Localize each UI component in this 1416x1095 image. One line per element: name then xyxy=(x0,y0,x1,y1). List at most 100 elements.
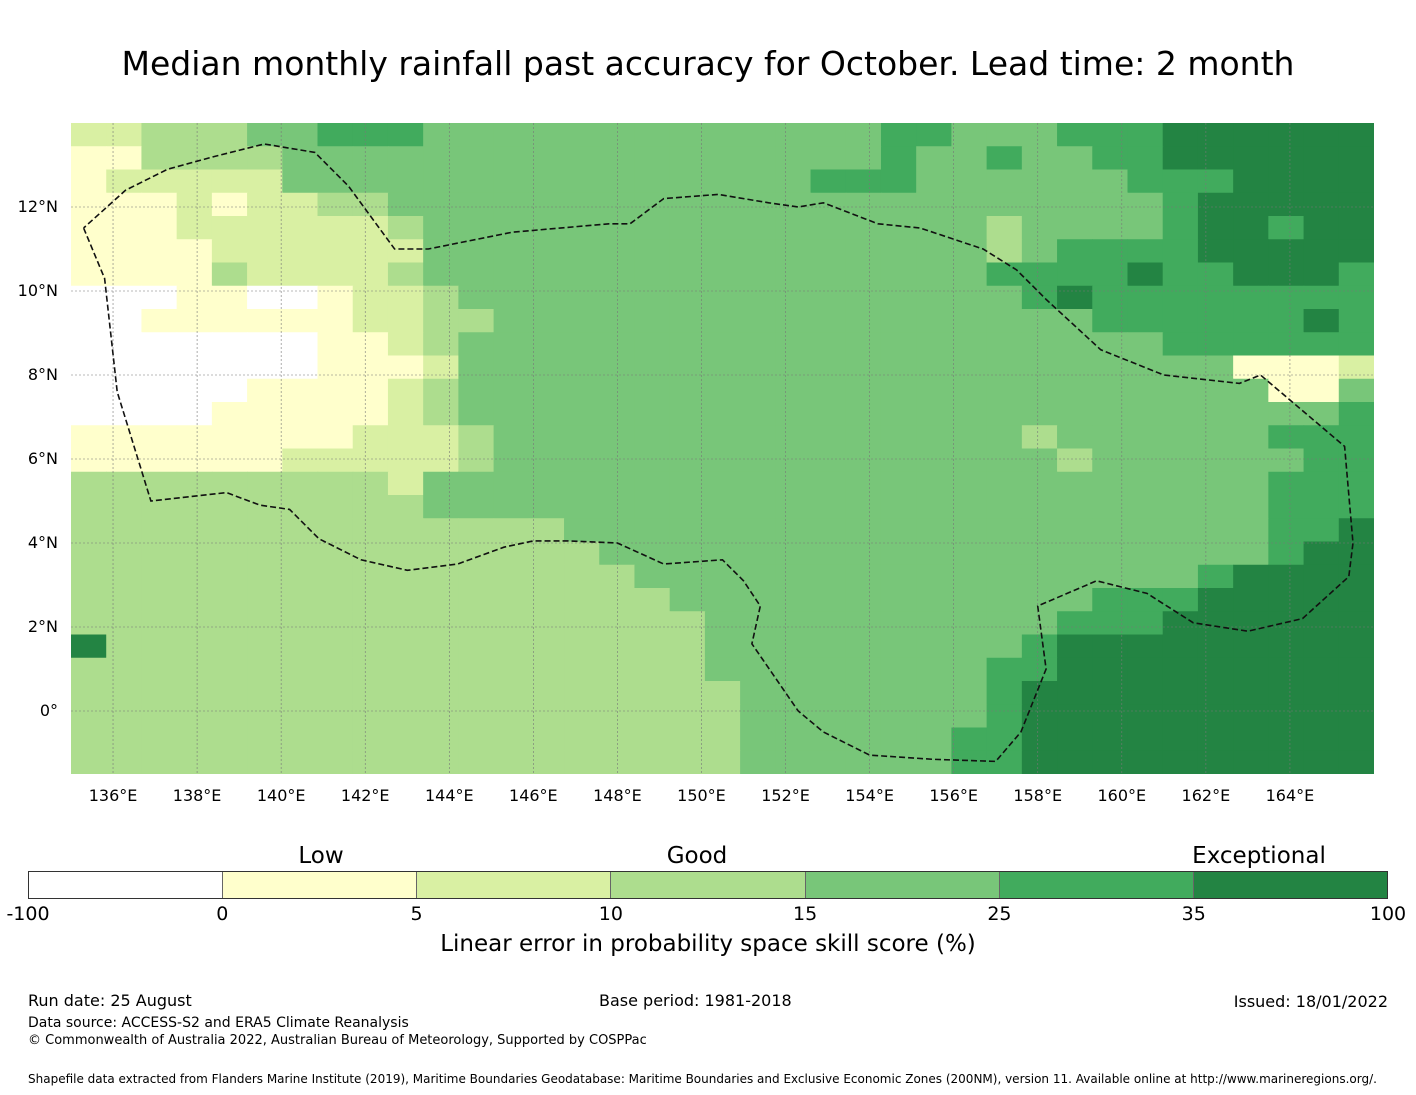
grid-cell xyxy=(1057,704,1093,729)
grid-cell xyxy=(282,541,319,566)
grid-cell xyxy=(106,169,143,194)
grid-cell xyxy=(1127,564,1164,589)
longitude-tick-label: 150°E xyxy=(677,786,726,805)
grid-cell xyxy=(1197,169,1234,194)
grid-cell xyxy=(493,750,530,774)
grid-cell xyxy=(247,588,283,612)
grid-cell xyxy=(880,146,917,171)
grid-cell xyxy=(176,262,213,287)
grid-cell xyxy=(1338,239,1374,264)
grid-cell xyxy=(1092,378,1129,403)
grid-cell xyxy=(669,704,706,729)
grid-cell xyxy=(810,634,847,659)
grid-cell xyxy=(106,285,143,310)
grid-cell xyxy=(740,169,776,194)
grid-cell xyxy=(1197,123,1234,147)
grid-cell xyxy=(1162,588,1199,612)
grid-cell xyxy=(951,657,988,682)
grid-cell xyxy=(1338,471,1374,496)
grid-cell xyxy=(775,750,812,774)
grid-cell xyxy=(352,355,389,380)
grid-cell xyxy=(634,239,671,264)
grid-cell xyxy=(176,402,213,426)
grid-cell xyxy=(669,123,706,147)
grid-cell xyxy=(1197,285,1234,310)
grid-cell xyxy=(951,402,988,426)
grid-cell xyxy=(740,634,776,659)
grid-cell xyxy=(282,634,319,659)
grid-cell xyxy=(1233,564,1269,589)
grid-cell xyxy=(423,309,459,333)
grid-cell xyxy=(423,425,459,450)
grid-cell xyxy=(986,611,1023,636)
grid-cell xyxy=(1162,448,1199,473)
grid-cell xyxy=(1338,564,1374,589)
grid-cell xyxy=(1233,123,1269,147)
grid-cell xyxy=(1057,750,1093,774)
grid-cell xyxy=(1092,588,1129,612)
grid-cell xyxy=(176,448,213,473)
grid-cell xyxy=(1057,169,1093,194)
grid-cell xyxy=(71,285,107,310)
grid-cell xyxy=(317,681,354,705)
grid-cell xyxy=(1127,239,1164,264)
grid-cell xyxy=(1338,123,1374,147)
grid-cell xyxy=(282,123,319,147)
grid-cell xyxy=(845,192,882,217)
grid-cell xyxy=(740,285,776,310)
grid-cell xyxy=(775,216,812,240)
grid-cell xyxy=(845,727,882,752)
grid-cell xyxy=(1233,518,1269,543)
grid-cell xyxy=(458,146,495,171)
grid-cell xyxy=(564,471,600,496)
latitude-tick-label: 8°N xyxy=(27,365,58,384)
grid-cell xyxy=(880,588,917,612)
grid-cell xyxy=(986,681,1023,705)
grid-cell xyxy=(1268,192,1305,217)
latitude-tick-label: 4°N xyxy=(27,533,58,552)
grid-cell xyxy=(704,192,741,217)
grid-cell xyxy=(810,681,847,705)
grid-cell xyxy=(352,495,389,519)
grid-cell xyxy=(176,750,213,774)
grid-cell xyxy=(528,123,565,147)
grid-cell xyxy=(564,704,600,729)
grid-cell xyxy=(282,727,319,752)
grid-cell xyxy=(951,192,988,217)
grid-cell xyxy=(352,704,389,729)
grid-cell xyxy=(493,681,530,705)
grid-cell xyxy=(1233,471,1269,496)
grid-cell xyxy=(810,541,847,566)
grid-cell xyxy=(1127,355,1164,380)
grid-cell xyxy=(528,588,565,612)
grid-cell xyxy=(1057,611,1093,636)
grid-cell xyxy=(1338,402,1374,426)
grid-cell xyxy=(634,146,671,171)
grid-cell xyxy=(317,378,354,403)
grid-cell xyxy=(493,634,530,659)
grid-cell xyxy=(845,146,882,171)
grid-cell xyxy=(106,564,143,589)
grid-cell xyxy=(916,564,953,589)
grid-cell xyxy=(1092,564,1129,589)
longitude-tick-label: 160°E xyxy=(1097,786,1147,805)
grid-cell xyxy=(740,216,776,240)
grid-cell xyxy=(458,518,495,543)
grid-cell xyxy=(986,239,1023,264)
grid-cell xyxy=(317,657,354,682)
grid-cell xyxy=(669,262,706,287)
grid-cell xyxy=(1162,239,1199,264)
grid-cell xyxy=(880,425,917,450)
grid-cell xyxy=(564,146,600,171)
grid-cell xyxy=(387,634,424,659)
grid-cell xyxy=(141,309,178,333)
grid-cell xyxy=(1127,169,1164,194)
grid-cell xyxy=(564,588,600,612)
grid-cell xyxy=(1197,634,1234,659)
grid-cell xyxy=(810,332,847,357)
grid-cell xyxy=(1197,611,1234,636)
grid-cell xyxy=(1197,378,1234,403)
grid-cell xyxy=(669,727,706,752)
grid-cell xyxy=(423,518,459,543)
grid-cell xyxy=(1092,634,1129,659)
